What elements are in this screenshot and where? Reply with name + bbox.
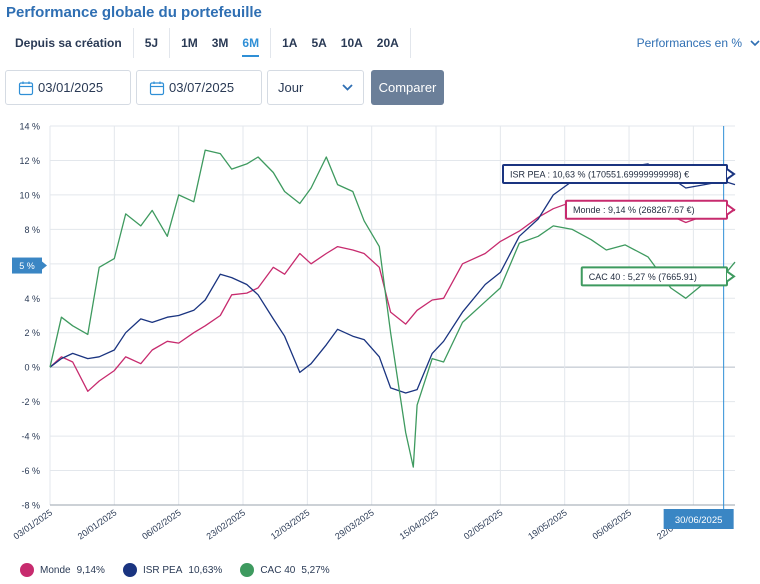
period-divider (409, 28, 411, 58)
tooltip-text-monde: Monde : 9,14 % (268267.67 €) (573, 205, 695, 215)
x-tick-label: 15/04/2025 (398, 507, 441, 541)
series-line-monde (49, 201, 736, 392)
x-cursor-marker (663, 509, 734, 529)
y-cursor-marker-arrow (42, 261, 47, 270)
period-divider (169, 28, 171, 58)
x-tick-label: 23/02/2025 (205, 507, 248, 541)
tooltip-arrow-monde (726, 203, 736, 216)
legend-dot (20, 563, 34, 577)
x-cursor-label: 30/06/2025 (675, 515, 723, 526)
tooltip-arrow-cac (726, 270, 736, 283)
y-cursor-label: 5 % (19, 261, 35, 271)
granularity-select[interactable]: Jour (267, 70, 364, 105)
chevron-down-icon (342, 84, 353, 91)
series-line-cac (49, 149, 736, 468)
performance-mode-label: Performances en % (636, 36, 742, 50)
legend-label: ISR PEA (142, 564, 183, 576)
period-5a[interactable]: 5A (311, 36, 327, 50)
legend-value: 9,14% (76, 564, 105, 576)
start-date-field[interactable]: 03/01/2025 (5, 70, 131, 105)
end-date-value: 03/07/2025 (169, 80, 235, 95)
legend-label: Monde (40, 564, 71, 576)
legend-value: 5,27% (301, 564, 330, 576)
y-tick-label: 12 % (19, 156, 40, 166)
date-controls: 03/01/2025 03/07/2025 Jour Comparer (5, 70, 444, 105)
tooltip-arrow-isr (726, 168, 736, 180)
calendar-icon (149, 81, 165, 95)
y-tick-label: 8 % (24, 225, 40, 235)
end-date-field[interactable]: 03/07/2025 (136, 70, 262, 105)
x-tick-label: 06/02/2025 (140, 507, 183, 541)
period-divider (270, 28, 272, 58)
y-tick-label: -2 % (21, 397, 40, 407)
period-20a[interactable]: 20A (376, 36, 399, 50)
calendar-icon (18, 81, 34, 95)
period-since-creation[interactable]: Depuis sa création (15, 36, 122, 50)
legend-value: 10,63% (188, 564, 223, 576)
performance-chart: 14 %12 %10 %8 %6 %4 %2 %0 %-2 %-4 %-6 %-… (12, 122, 736, 541)
y-tick-label: -4 % (21, 432, 40, 442)
legend-item-isr[interactable]: ISR PEA 10,63% (122, 563, 223, 577)
period-1m[interactable]: 1M (181, 36, 198, 50)
x-tick-label: 12/03/2025 (269, 507, 312, 541)
legend-dot (240, 563, 255, 577)
x-tick-label: 02/05/2025 (462, 507, 505, 541)
y-tick-label: -6 % (21, 466, 40, 476)
legend-dot (122, 563, 137, 577)
chart-legend: Monde 9,14% ISR PEA 10,63% CAC 40 5,27% (20, 563, 330, 577)
page-title: Performance globale du portefeuille (6, 4, 262, 21)
y-tick-label: 0 % (24, 363, 40, 373)
y-tick-label: 2 % (24, 328, 40, 338)
period-3m[interactable]: 3M (211, 36, 229, 50)
period-selector: Depuis sa création 5J 1M 3M 6M 1A 5A 10A… (0, 28, 415, 58)
y-tick-label: 10 % (19, 190, 40, 200)
x-tick-label: 05/06/2025 (591, 507, 634, 541)
period-divider (132, 28, 134, 58)
y-tick-label: 4 % (24, 294, 40, 304)
x-tick-label: 03/01/2025 (12, 507, 55, 541)
chevron-down-icon (750, 39, 760, 46)
y-cursor-marker (12, 257, 42, 274)
performance-mode-dropdown[interactable]: Performances en % (637, 36, 760, 50)
legend-label: CAC 40 (260, 564, 296, 576)
y-tick-label: 14 % (19, 122, 40, 132)
period-10a[interactable]: 10A (340, 36, 363, 50)
compare-button[interactable]: Comparer (371, 70, 444, 105)
tooltip-text-isr: ISR PEA : 10,63 % (170551.69999999998) € (510, 170, 689, 180)
legend-item-cac[interactable]: CAC 40 5,27% (240, 563, 330, 577)
y-tick-label: -8 % (21, 501, 40, 511)
x-tick-label: 20/01/2025 (76, 507, 119, 541)
legend-item-monde[interactable]: Monde 9,14% (20, 563, 105, 577)
start-date-value: 03/01/2025 (38, 80, 104, 95)
period-1a[interactable]: 1A (282, 36, 298, 50)
x-tick-label: 19/05/2025 (526, 507, 569, 541)
granularity-value: Jour (278, 80, 304, 95)
tooltip-text-cac: CAC 40 : 5,27 % (7665.91) (589, 272, 697, 282)
period-6m[interactable]: 6M (235, 36, 266, 57)
x-tick-label: 29/03/2025 (333, 507, 376, 541)
period-5j[interactable]: 5J (144, 36, 159, 50)
